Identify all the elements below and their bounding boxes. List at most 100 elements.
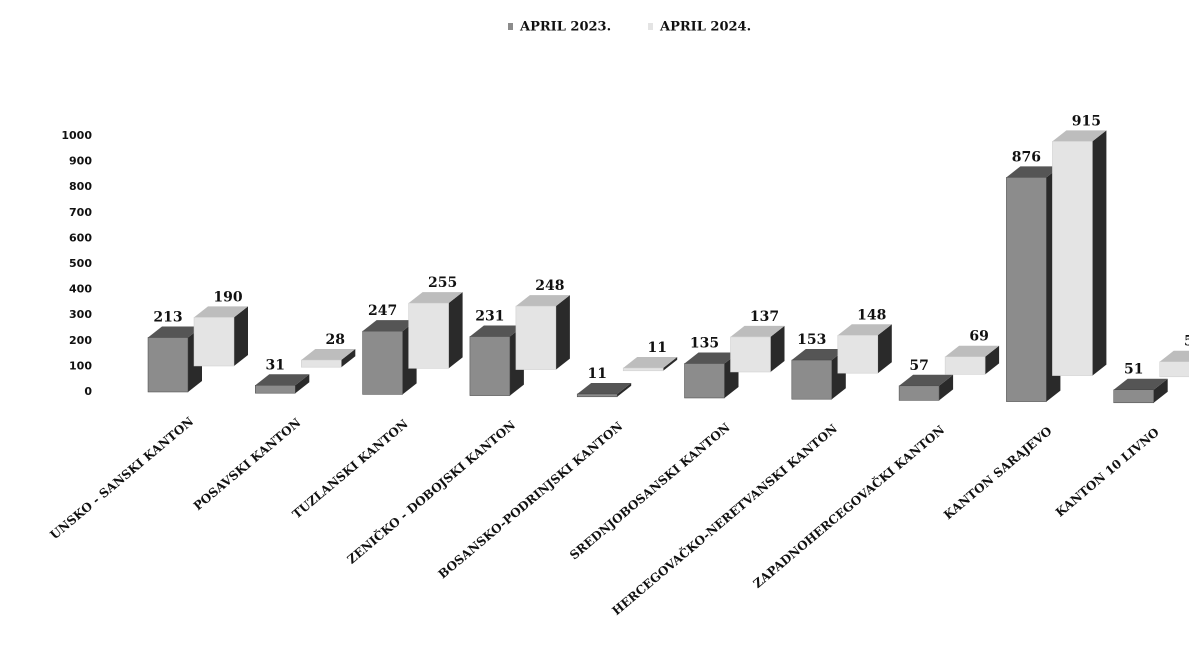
bar-top [301,349,356,361]
data-label: 876 [1012,149,1041,165]
legend-marker [508,23,513,30]
legend-label: APRIL 2024. [659,20,751,35]
bar-3d [898,374,954,401]
y-tick-label: 900 [69,155,92,168]
bar [362,330,403,395]
bar [408,302,449,369]
bar-top [194,306,248,318]
data-label: 248 [535,278,564,294]
x-tick-label: KANTON SARAJEVO [941,424,1054,522]
bar-top [515,295,570,307]
bar-side [617,382,632,397]
y-tick-label: 200 [69,334,92,347]
bar-top [362,320,417,332]
data-label: 59 [1184,334,1189,350]
data-label: 135 [690,335,719,351]
bar-side [295,374,310,394]
x-tick-label: ZAPADNOHERCEGOVAČKI KANTON [749,421,947,591]
data-label: 915 [1072,113,1101,129]
bar-side [341,349,356,368]
bar-3d [730,325,785,373]
x-tick-label: BOSANSKO-PODRINJSKI KANTON [436,419,626,581]
y-tick-label: 300 [69,308,92,321]
bar-3d [1159,350,1189,378]
bar-side [448,292,463,369]
x-tick-label: UNSKO - SANSKI KANTON [47,414,196,542]
data-label: 11 [647,340,666,356]
bar-3d [515,295,570,370]
data-label: 11 [587,366,606,382]
bar-top [469,325,524,337]
bar-side [663,356,678,371]
bar-top [577,382,632,394]
bar-top [1113,378,1168,390]
y-tick-label: 100 [69,359,92,372]
bar [301,359,342,368]
data-label: 153 [797,332,826,348]
bar-3d [301,349,356,368]
bar [944,356,986,375]
data-label: 255 [428,275,457,291]
bar-top [791,349,846,361]
bar [730,336,771,373]
data-label: 247 [368,303,397,319]
bar-3d [837,324,892,374]
bar-top [899,374,954,386]
bar-top [730,325,785,337]
x-tick-label: TUZLANSKI KANTON [290,417,411,522]
x-tick-label: POSAVSKI KANTON [191,415,304,513]
data-label: 137 [750,309,779,325]
y-tick-label: 700 [69,206,92,219]
bar-side [877,324,892,374]
bar [193,317,235,367]
bar [837,335,879,374]
y-tick-label: 0 [84,385,92,398]
bar [622,367,664,372]
bar [898,385,940,401]
y-tick-label: 500 [69,257,92,270]
bar [469,336,511,396]
x-tick-label: HERCEGOVAČKO-NERETVANSKI KANTON [608,420,840,618]
bar [1052,141,1093,376]
bar-3d [576,382,632,398]
bar-top [148,326,202,338]
bar-top [623,356,678,368]
bar [1113,389,1154,404]
bar [1159,361,1189,378]
bar-3d [622,356,678,372]
bar-top [1159,350,1189,362]
bar [255,385,296,394]
data-label: 69 [969,329,988,345]
y-tick-label: 800 [69,180,92,193]
bar-top [837,324,892,336]
data-label: 51 [1124,362,1143,378]
bar-side [939,374,954,401]
bar [147,337,189,393]
bar-side [985,345,1000,375]
bar-top [408,292,463,304]
bar-top [1006,166,1061,178]
data-label: 190 [213,289,242,305]
bar-top [945,345,1000,357]
bar-side [234,306,248,366]
bar [791,359,833,400]
bar-side [1153,378,1168,403]
y-tick-label: 400 [69,283,92,296]
bar-3d [791,349,846,400]
legend-label: APRIL 2023. [519,20,611,35]
bar-3d [1052,130,1107,376]
x-tick-label: KANTON 10 LIVNO [1053,425,1162,520]
y-tick-label: 1000 [61,129,92,142]
bar-side [770,325,785,372]
bar-side [1092,130,1107,376]
bar-top [684,352,739,364]
bar-top [1052,130,1107,142]
bar [576,393,618,398]
bar-top [255,374,310,386]
data-label: 148 [857,307,886,323]
data-label: 57 [909,358,928,374]
y-tick-label: 600 [69,231,92,244]
bar [684,363,725,399]
bar-3d [944,345,1000,375]
